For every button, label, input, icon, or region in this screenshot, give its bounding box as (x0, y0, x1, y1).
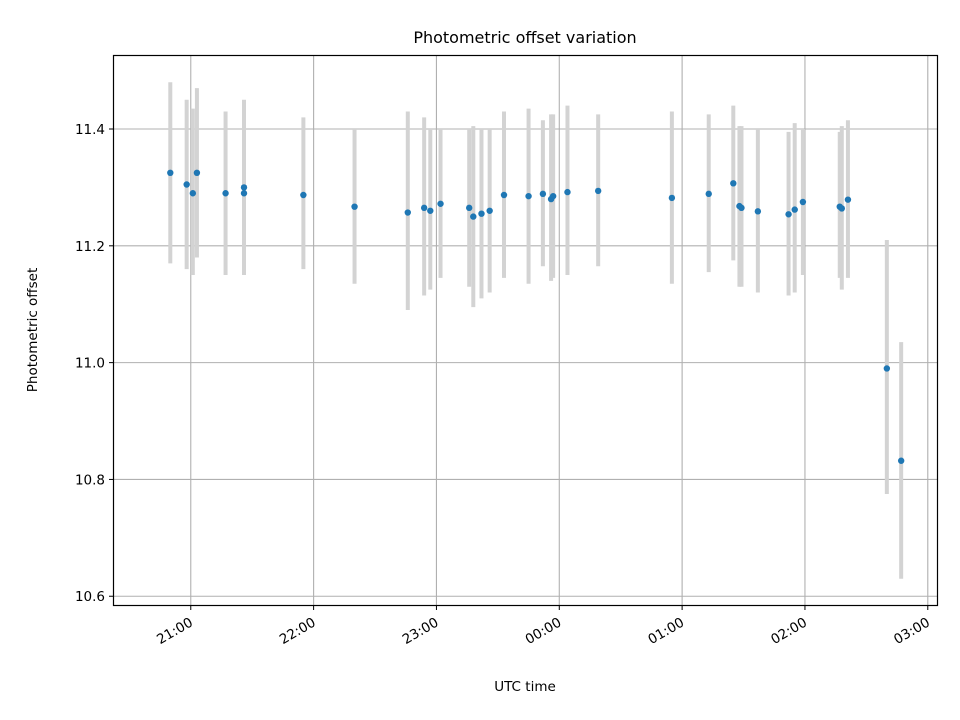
data-point (167, 169, 174, 177)
data-point (183, 181, 190, 188)
y-tick-label: 11.2 (75, 239, 105, 255)
data-point (500, 191, 508, 199)
data-point (189, 190, 197, 197)
data-point (427, 207, 434, 214)
data-point (668, 194, 676, 202)
data-point (240, 190, 248, 197)
data-point (785, 211, 792, 218)
data-point (705, 190, 712, 198)
data-point (791, 206, 798, 213)
data-point (437, 200, 444, 207)
x-axis-label: UTC time (494, 679, 556, 695)
data-point (193, 169, 201, 177)
data-point (838, 205, 846, 212)
data-point (466, 204, 473, 212)
data-point (420, 204, 428, 212)
y-tick-label: 10.8 (75, 472, 105, 488)
data-point (549, 192, 557, 200)
y-tick-label: 11.0 (75, 356, 105, 372)
grid (114, 56, 937, 605)
data-point (478, 210, 485, 217)
chart-title: Photometric offset variation (413, 28, 636, 47)
data-point (539, 190, 547, 198)
data-point (564, 188, 571, 196)
data-point (844, 196, 852, 203)
data-point (351, 203, 358, 210)
data-point (730, 180, 737, 187)
data-point (754, 208, 762, 215)
data-markers (167, 169, 905, 464)
y-tick-label: 10.6 (75, 589, 105, 605)
plot-frame (112, 54, 939, 607)
y-tick-label: 11.4 (75, 122, 105, 138)
data-point (594, 187, 602, 195)
data-point (240, 184, 248, 191)
data-point (883, 365, 891, 372)
data-point (525, 192, 532, 200)
data-point (897, 457, 905, 464)
data-point (799, 198, 807, 206)
data-point (486, 207, 493, 214)
y-axis: 10.6 10.8 11.0 11.2 11.4 (75, 122, 114, 605)
data-point (300, 191, 307, 199)
data-point (404, 209, 411, 216)
data-point (222, 190, 229, 197)
y-axis-label: Photometric offset (25, 268, 41, 392)
data-point (470, 213, 477, 220)
data-point (738, 204, 745, 212)
